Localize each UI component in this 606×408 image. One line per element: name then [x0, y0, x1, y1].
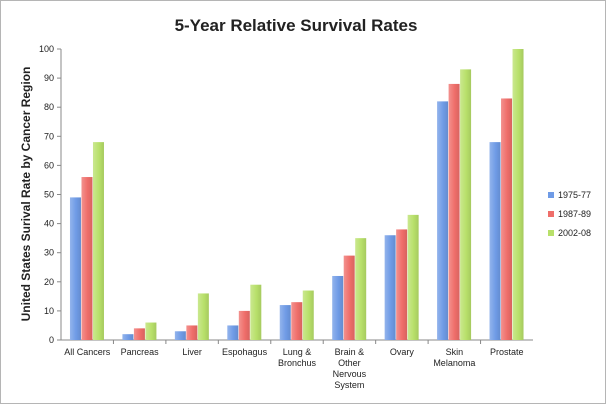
bar-1987-89	[81, 177, 93, 340]
bar-2002-08	[197, 293, 209, 340]
legend-label: 2002-08	[558, 228, 591, 238]
y-tick-label: 100	[39, 44, 54, 54]
x-axis: All Cancers Pancreas Liver Espohagus Lung & B…	[61, 339, 533, 390]
bar-2002-08	[302, 290, 314, 340]
x-tick-label: Ovary	[390, 347, 415, 357]
bars	[69, 49, 524, 341]
legend-swatch	[548, 192, 554, 198]
x-tick-label: Brain & Other Nervous System	[333, 347, 367, 390]
bar-2002-08	[512, 49, 524, 340]
legend-swatch	[548, 211, 554, 217]
x-tick-label: All Cancers	[64, 347, 111, 357]
legend-swatch	[548, 230, 554, 236]
x-tick-label: Skin Melanoma	[433, 347, 475, 368]
y-tick-label: 40	[44, 219, 54, 229]
x-tick-label: Pancreas	[121, 347, 160, 357]
bar-1975-77	[174, 331, 186, 340]
y-tick-label: 90	[44, 73, 54, 83]
bar-1975-77	[384, 235, 396, 340]
legend-label: 1975-77	[558, 190, 591, 200]
y-tick-label: 60	[44, 160, 54, 170]
x-tick-label: Lung & Bronchus	[278, 347, 317, 368]
bar-1975-77	[279, 305, 291, 340]
bar-1975-77	[489, 142, 501, 340]
bar-1987-89	[501, 98, 513, 340]
bar-1975-77	[437, 101, 449, 340]
y-tick-label: 20	[44, 277, 54, 287]
y-tick-label: 10	[44, 306, 54, 316]
y-tick-label: 50	[44, 190, 54, 200]
bar-2002-08	[145, 322, 157, 340]
bar-1987-89	[133, 328, 145, 340]
bar-2002-08	[250, 284, 262, 340]
bar-1987-89	[186, 325, 198, 340]
y-axis: 0 10 20 30 40 50 60 70 80 90 100	[39, 44, 62, 345]
y-axis-label: United States Surival Rate by Cancer Reg…	[19, 67, 33, 322]
bar-1975-77	[332, 275, 344, 340]
bar-1975-77	[69, 197, 81, 340]
x-tick-label: Prostate	[490, 347, 524, 357]
bar-2002-08	[355, 238, 367, 340]
x-tick-label: Espohagus	[222, 347, 268, 357]
y-tick-label: 0	[49, 335, 54, 345]
bar-1975-77	[227, 325, 239, 340]
bar-1987-89	[343, 255, 355, 340]
chart-title: 5-Year Relative Survival Rates	[175, 16, 418, 35]
bar-2002-08	[407, 214, 419, 340]
bar-1987-89	[291, 302, 303, 340]
x-tick-label: Liver	[182, 347, 202, 357]
bar-2002-08	[92, 142, 104, 340]
legend-label: 1987-89	[558, 209, 591, 219]
y-tick-label: 30	[44, 248, 54, 258]
legend: 1975-77 1987-89 2002-08	[548, 190, 591, 238]
bar-1975-77	[122, 334, 134, 340]
bar-1987-89	[238, 310, 250, 340]
bar-2002-08	[460, 69, 472, 341]
bar-1987-89	[396, 229, 408, 340]
y-tick-label: 70	[44, 131, 54, 141]
y-tick-label: 80	[44, 102, 54, 112]
bar-1987-89	[448, 83, 460, 341]
